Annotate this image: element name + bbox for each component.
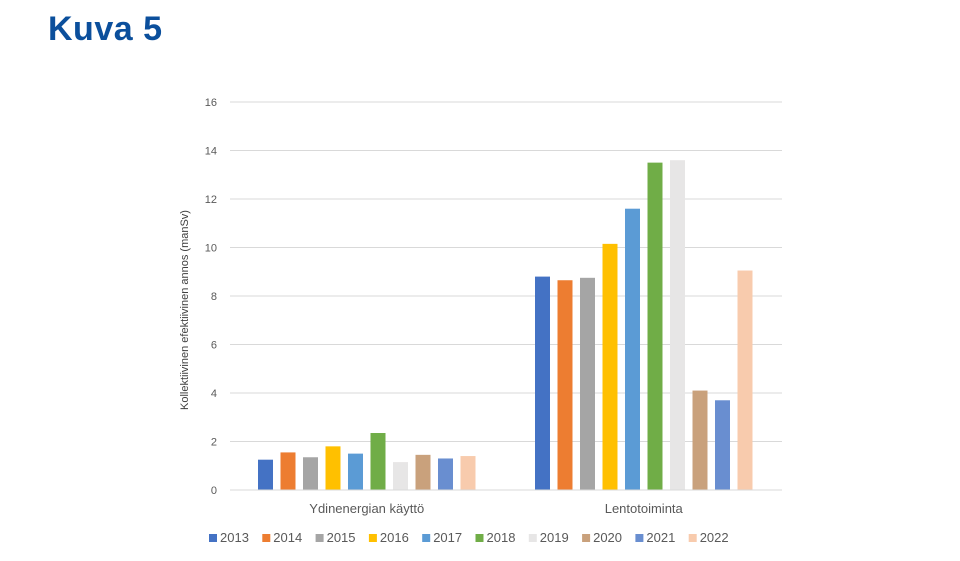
- legend-item-2021: 2021: [635, 530, 675, 545]
- legend-label: 2022: [700, 530, 729, 545]
- y-tick-label: 0: [211, 485, 217, 497]
- legend-swatch: [582, 534, 591, 542]
- legend-item-2015: 2015: [315, 530, 356, 545]
- legend-swatch: [528, 534, 537, 542]
- legend-swatch: [635, 534, 644, 542]
- legend-swatch: [422, 534, 431, 542]
- legend-label: 2021: [646, 530, 675, 545]
- bar-2015-lentotoiminta: [580, 277, 595, 490]
- y-axis-label: Kollektiivinen efektiivinen annos (manSv…: [179, 210, 191, 410]
- legend-item-2016: 2016: [368, 530, 409, 545]
- bar-2021-lentotoiminta: [715, 400, 730, 490]
- x-category-label: Ydinenergian käyttö: [309, 501, 424, 516]
- y-tick-label: 12: [205, 194, 217, 206]
- x-axis: Ydinenergian käyttö Lentotoiminta: [230, 489, 782, 516]
- bar-2015-ydinenergia: [303, 457, 318, 490]
- bar-2013-ydinenergia: [258, 459, 273, 490]
- y-tick-label: 6: [211, 340, 217, 352]
- legend-swatch: [688, 534, 697, 542]
- bar-2017-ydinenergia: [348, 453, 363, 490]
- legend-item-2013: 2013: [209, 530, 249, 545]
- y-tick-label: 16: [205, 97, 217, 109]
- y-tick-label: 10: [205, 243, 217, 255]
- y-tick-label: 4: [211, 388, 217, 400]
- legend-label: 2013: [220, 530, 249, 545]
- y-tick-label: 2: [211, 437, 217, 449]
- bar-2019-lentotoiminta: [670, 160, 685, 490]
- legend-item-2020: 2020: [582, 530, 622, 545]
- legend-swatch: [262, 534, 271, 542]
- legend-swatch: [475, 534, 484, 542]
- y-axis-ticks: 0 2 4 6 8 10 12 14 16: [205, 97, 217, 497]
- bar-2019-ydinenergia: [393, 462, 408, 490]
- bar-2014-ydinenergia: [280, 452, 296, 490]
- legend-swatch: [209, 534, 217, 542]
- legend-item-2014: 2014: [262, 530, 302, 545]
- bar-2014-lentotoiminta: [557, 280, 573, 490]
- legend-label: 2016: [380, 530, 409, 545]
- legend: 2013 2014 2015 2016 2017 2018 2019 2020 2021 2022: [209, 530, 729, 545]
- bar-2013-lentotoiminta: [535, 276, 550, 490]
- bar-2016-ydinenergia: [325, 446, 341, 490]
- legend-label: 2018: [487, 530, 516, 545]
- bar-2017-lentotoiminta: [625, 208, 640, 490]
- legend-swatch: [315, 534, 324, 542]
- page-title: Kuva 5: [48, 10, 163, 48]
- legend-item-2022: 2022: [688, 530, 729, 545]
- y-tick-label: 8: [211, 291, 217, 303]
- legend-item-2017: 2017: [422, 530, 462, 545]
- legend-label: 2019: [540, 530, 569, 545]
- bar-2018-lentotoiminta: [647, 162, 663, 490]
- y-tick-label: 14: [205, 146, 217, 158]
- legend-swatch: [368, 534, 377, 542]
- legend-label: 2015: [327, 530, 356, 545]
- legend-label: 2020: [593, 530, 622, 545]
- bar-2022-ydinenergia: [460, 456, 476, 490]
- bar-2020-ydinenergia: [415, 454, 431, 490]
- bar-2022-lentotoiminta: [737, 270, 753, 490]
- legend-label: 2014: [273, 530, 302, 545]
- bar-2020-lentotoiminta: [692, 390, 708, 490]
- legend-item-2019: 2019: [528, 530, 569, 545]
- legend-item-2018: 2018: [475, 530, 516, 545]
- x-category-label: Lentotoiminta: [605, 501, 684, 516]
- bar-2021-ydinenergia: [438, 458, 453, 490]
- bar-2016-lentotoiminta: [602, 243, 618, 490]
- legend-label: 2017: [433, 530, 462, 545]
- bars: [258, 160, 753, 490]
- bar-2018-ydinenergia: [370, 433, 386, 490]
